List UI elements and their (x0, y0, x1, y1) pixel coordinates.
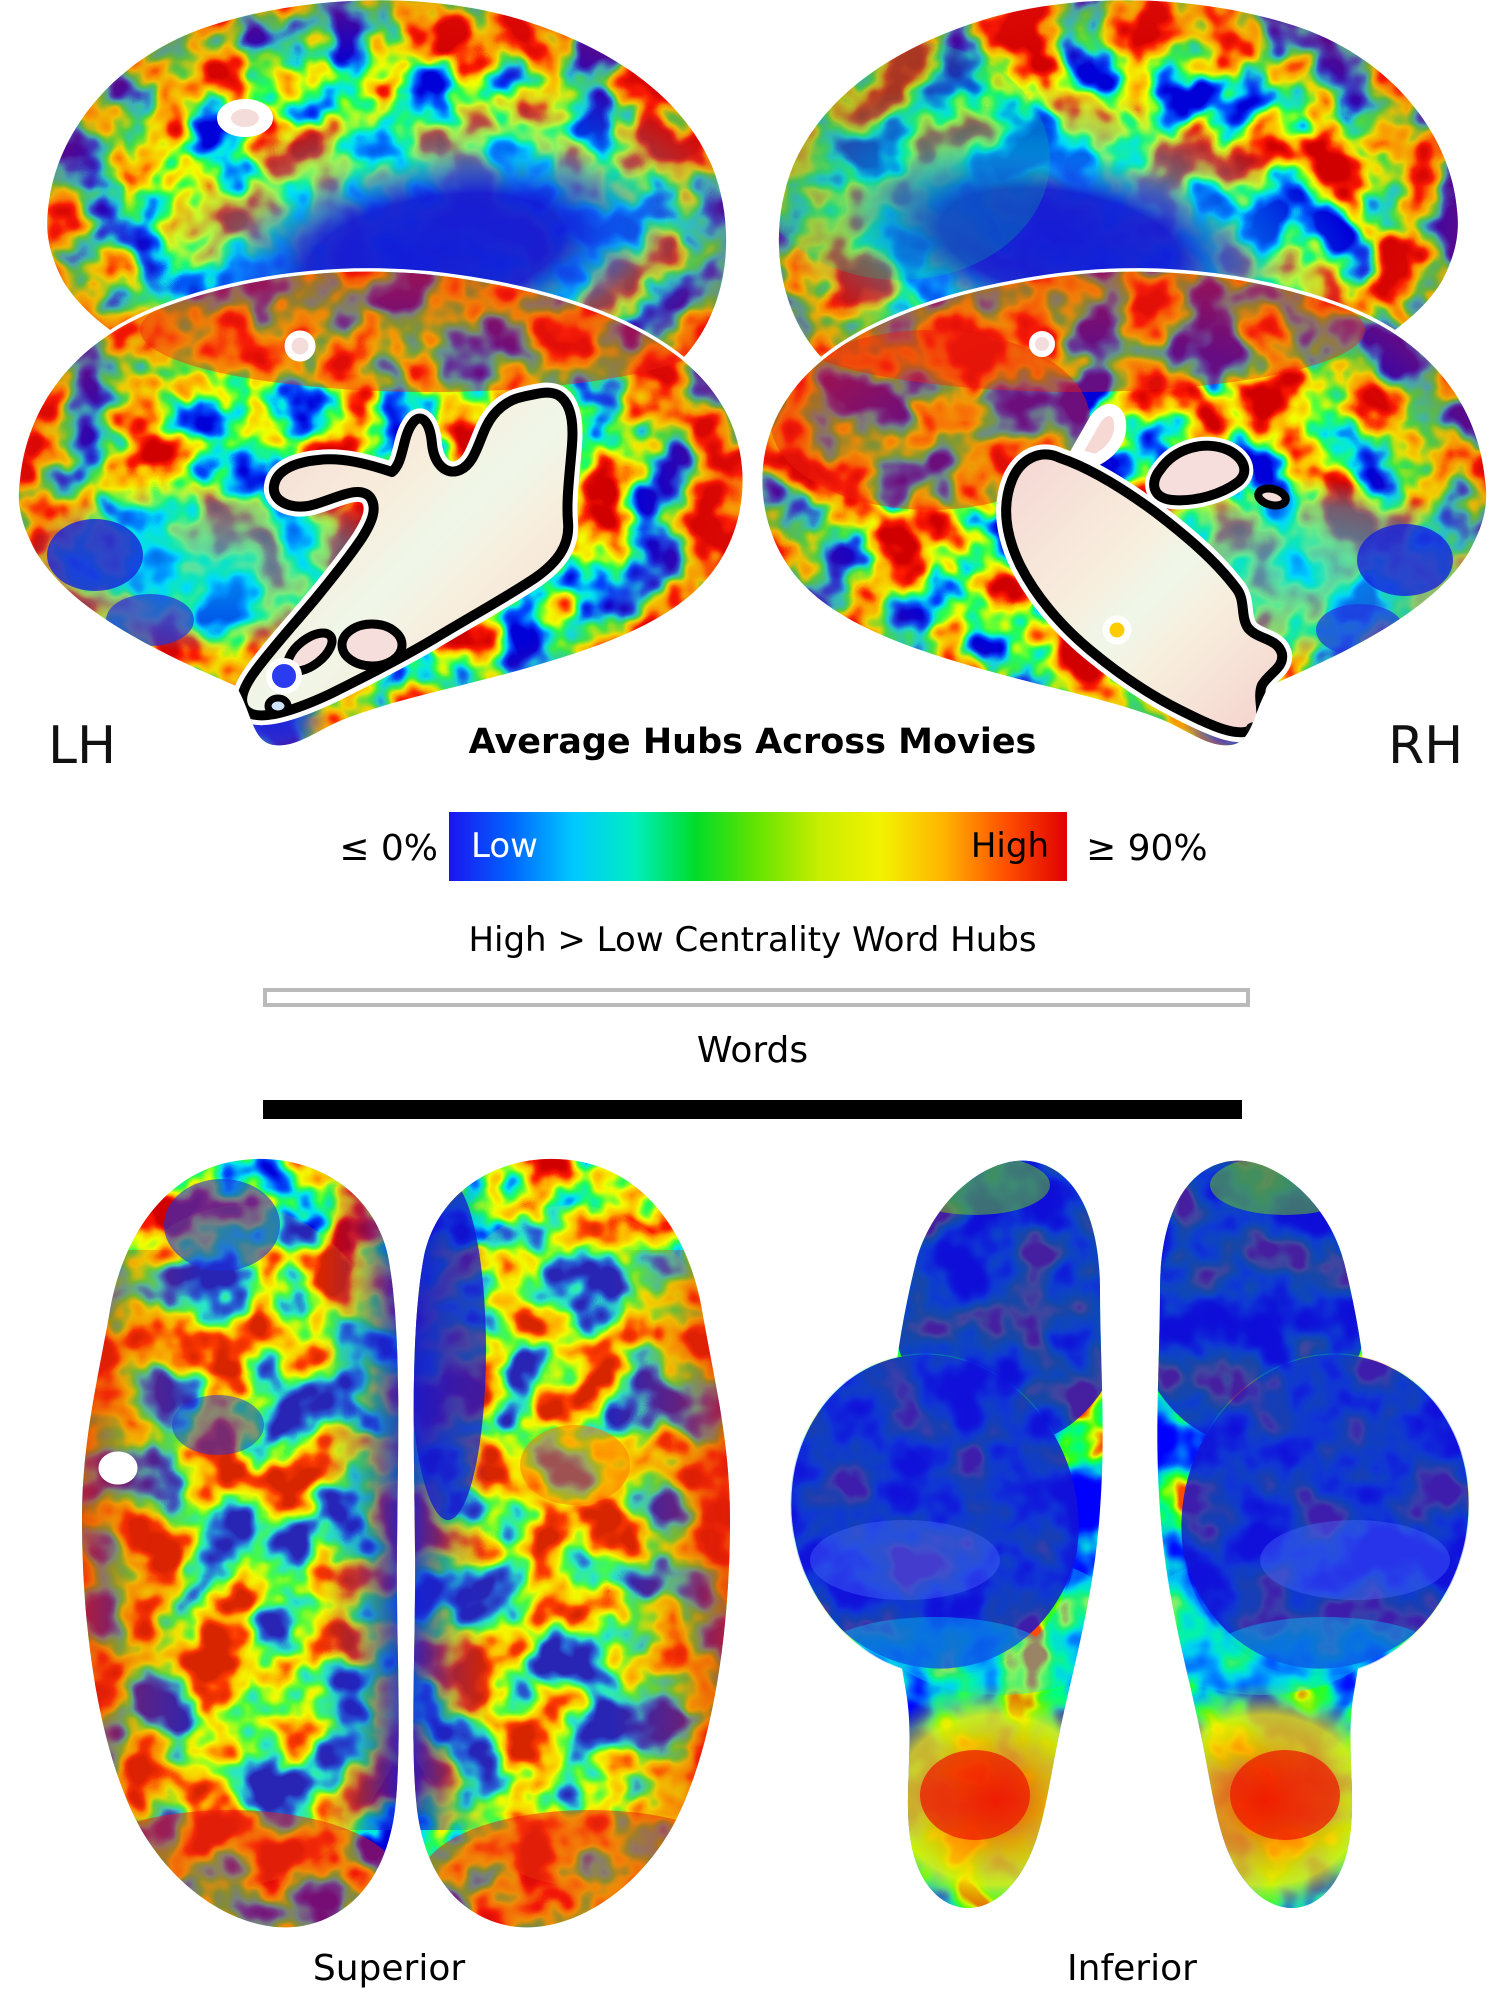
lh-hub-region (242, 330, 572, 718)
contrast-bar (263, 988, 1250, 1007)
lh-lateral-blue-blob-2 (106, 594, 194, 646)
colorbar-high-label: High (970, 826, 1049, 866)
words-bar (263, 1100, 1242, 1119)
colorbar-bar: Low High (449, 812, 1067, 881)
colorbar-low-label: Low (471, 826, 538, 866)
superior-view-label: Superior (312, 1948, 466, 1989)
superior-left-blue-patch-2 (172, 1395, 264, 1455)
inferior-view-right-hemisphere (1142, 1160, 1505, 1909)
rh-hub-yellow-dot (1102, 615, 1132, 645)
rh-hub-tiny-ring (1254, 484, 1290, 510)
figure-title: Average Hubs Across Movies (468, 722, 1037, 762)
lh-lateral-blue-blob-1 (47, 519, 143, 591)
inferior-left-cerebellum-blue (778, 1331, 1082, 1669)
inferior-right-cerebellum-blue (1178, 1331, 1482, 1669)
rh-lateral-blue-blob-1 (1357, 524, 1453, 596)
lh-medial-white-spot-core (231, 109, 259, 127)
rh-lateral-blue-blob-2 (1316, 604, 1404, 656)
superior-left-white-spot (98, 1451, 138, 1485)
lh-hub-blue-dot (266, 658, 302, 694)
rh-hub-top-prong (1069, 404, 1127, 466)
superior-view-left-hemisphere (82, 1158, 399, 1928)
colorbar-max-tick: ≥ 90% (1086, 828, 1208, 869)
inferior-left-cerebellum-streak (810, 1520, 1000, 1600)
inferior-left-top-green (900, 1160, 1050, 1215)
lh-hub-inner-ring-2 (337, 619, 407, 671)
rh-medial-green-tint (778, 40, 1050, 280)
inferior-view-left-hemisphere (752, 1160, 1118, 1909)
inferior-right-red-core (1230, 1750, 1340, 1840)
lh-hub-tiny-ring (264, 694, 292, 718)
rh-hub-region (1006, 331, 1290, 734)
contrast-legend-label: High > Low Centrality Word Hubs (468, 920, 1037, 960)
inferior-right-top-green (1210, 1160, 1360, 1215)
words-legend-label: Words (696, 1030, 809, 1071)
superior-right-blue-streak (413, 1180, 486, 1520)
superior-view-right-hemisphere (413, 1158, 730, 1928)
rh-lateral-white-dot (1029, 331, 1055, 357)
superior-left-medial-blue-band (322, 1170, 399, 1830)
superior-right-orange-patch (520, 1425, 630, 1505)
inferior-left-red-core (920, 1750, 1030, 1840)
lh-label: LH (48, 716, 117, 776)
rh-label: RH (1388, 716, 1464, 776)
inferior-view-label: Inferior (1067, 1948, 1197, 1989)
superior-right-bottom-red (420, 1810, 730, 1928)
inferior-right-cerebellum-streak (1260, 1520, 1450, 1600)
superior-left-bottom-red (82, 1810, 399, 1928)
lh-lateral-white-dot (284, 330, 316, 362)
rh-lateral-view (762, 268, 1500, 760)
superior-left-blue-patch-1 (164, 1179, 280, 1271)
colorbar-min-tick: ≤ 0% (339, 828, 438, 869)
lh-lateral-view (19, 268, 743, 756)
